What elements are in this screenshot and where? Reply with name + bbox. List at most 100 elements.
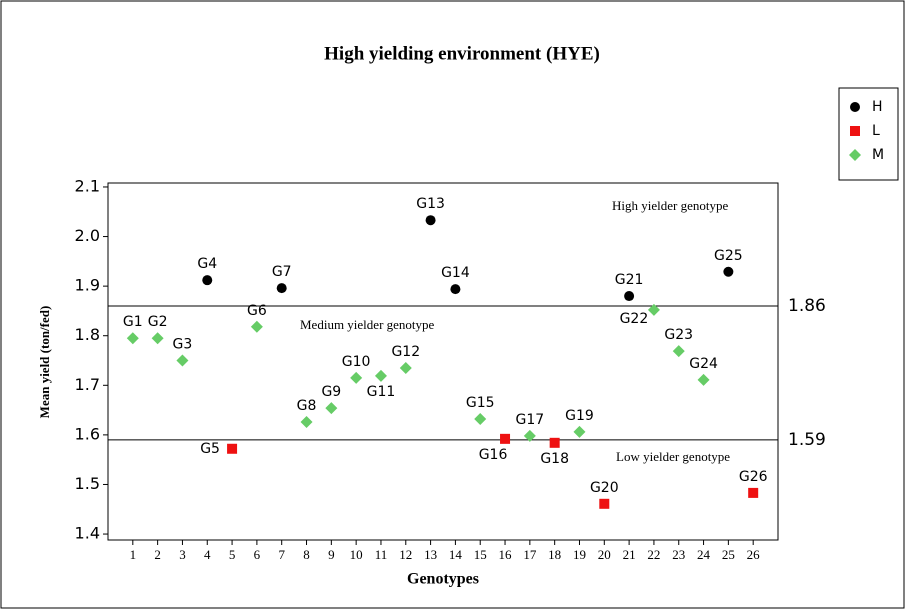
point-label: G6 <box>247 303 267 319</box>
point-label: G22 <box>620 311 649 327</box>
point-label: G25 <box>714 248 743 264</box>
point-label: G17 <box>516 412 545 428</box>
x-tick-label: 8 <box>303 547 310 562</box>
point <box>624 291 635 302</box>
x-axis-label: Genotypes <box>407 571 479 588</box>
point-label: G15 <box>466 395 495 411</box>
point-label: G3 <box>173 337 193 353</box>
point <box>325 402 338 415</box>
point-label: G9 <box>321 384 341 400</box>
point-label: G24 <box>689 356 718 372</box>
point-label: G5 <box>200 441 220 457</box>
point <box>549 437 560 448</box>
point-label: G10 <box>342 354 371 370</box>
legend-box <box>838 87 899 181</box>
x-tick-label: 10 <box>350 547 363 562</box>
point <box>276 283 287 294</box>
point-label: G21 <box>615 272 644 288</box>
x-tick-label: 22 <box>647 547 660 562</box>
point-label: G14 <box>441 265 470 281</box>
y-tick-label: 1.5 <box>75 474 100 493</box>
x-tick-label: 17 <box>523 547 537 562</box>
point-label: G8 <box>297 398 317 414</box>
point <box>176 354 189 367</box>
x-tick-label: 23 <box>672 547 685 562</box>
legend-label: M <box>872 147 884 163</box>
plot-area <box>107 182 779 541</box>
point <box>723 266 734 277</box>
point <box>126 332 139 345</box>
point-label: G13 <box>416 196 445 212</box>
point <box>523 429 536 442</box>
x-tick-label: 7 <box>278 547 285 562</box>
y-tick-label: 1.6 <box>75 424 100 443</box>
reference-label: 1.86 <box>788 296 826 316</box>
x-tick-label: 9 <box>328 547 335 562</box>
annotation: Low yielder genotype <box>616 449 730 464</box>
x-tick-label: 5 <box>229 547 236 562</box>
legend-marker <box>850 102 860 112</box>
reference-label: 1.59 <box>788 430 826 450</box>
x-tick-label: 18 <box>548 547 561 562</box>
x-tick-label: 25 <box>722 547 735 562</box>
y-axis-label: Mean yield (ton/fed) <box>37 306 52 419</box>
point <box>647 303 660 316</box>
x-tick-label: 19 <box>573 547 586 562</box>
x-tick-label: 13 <box>424 547 437 562</box>
point <box>599 498 610 509</box>
x-tick-label: 1 <box>130 547 137 562</box>
y-tick-label: 2.1 <box>75 176 100 195</box>
point <box>151 332 164 345</box>
x-tick-label: 20 <box>598 547 611 562</box>
y-tick-label: 1.8 <box>75 325 100 344</box>
legend-label: H <box>872 99 883 115</box>
legend-label: L <box>872 123 880 139</box>
point <box>227 443 238 454</box>
point <box>672 345 685 358</box>
point <box>500 433 511 444</box>
point <box>697 373 710 386</box>
point-label: G11 <box>367 384 396 400</box>
x-tick-label: 3 <box>179 547 186 562</box>
point <box>425 215 436 226</box>
chart-title: High yielding environment (HYE) <box>324 43 600 64</box>
x-tick-label: 12 <box>399 547 412 562</box>
point-label: G12 <box>391 344 420 360</box>
point-label: G26 <box>739 469 768 485</box>
y-tick-label: 1.7 <box>75 375 100 394</box>
legend-marker <box>850 126 860 136</box>
point <box>350 371 363 384</box>
y-tick-label: 2.0 <box>75 226 100 245</box>
point <box>474 413 487 426</box>
x-tick-label: 21 <box>623 547 636 562</box>
point-label: G23 <box>664 327 693 343</box>
point <box>300 415 313 428</box>
point-label: G16 <box>479 447 508 463</box>
point-label: G7 <box>272 264 292 280</box>
point-label: G19 <box>565 408 594 424</box>
point-label: G18 <box>540 451 569 467</box>
annotation: Medium yielder genotype <box>300 317 435 332</box>
point <box>399 361 412 374</box>
point <box>374 369 387 382</box>
point <box>250 320 263 333</box>
x-tick-label: 24 <box>697 547 711 562</box>
point <box>573 425 586 438</box>
point-label: G4 <box>197 256 217 272</box>
point-label: G20 <box>590 480 619 496</box>
point <box>748 487 759 498</box>
x-tick-label: 15 <box>474 547 487 562</box>
x-tick-label: 4 <box>204 547 211 562</box>
x-tick-label: 2 <box>154 547 161 562</box>
legend-marker <box>849 149 861 161</box>
annotation: High yielder genotype <box>612 198 728 213</box>
x-tick-label: 6 <box>254 547 261 562</box>
x-tick-label: 16 <box>499 547 513 562</box>
x-tick-label: 26 <box>747 547 761 562</box>
point-label: G2 <box>148 314 168 330</box>
point <box>450 284 461 295</box>
y-tick-label: 1.9 <box>75 276 100 295</box>
point-label: G1 <box>123 314 143 330</box>
